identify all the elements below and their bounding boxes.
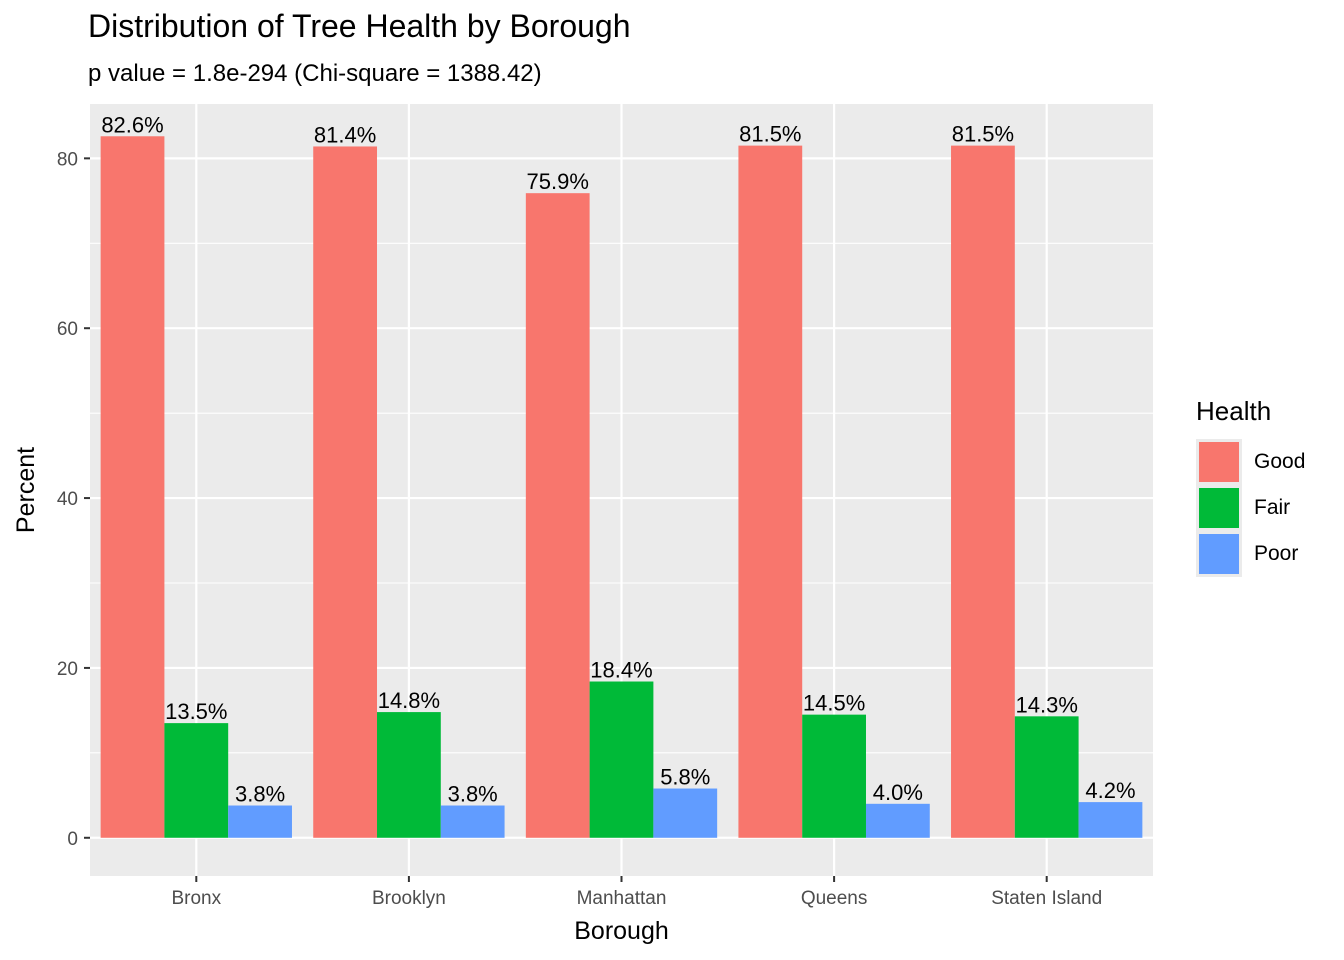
bar-fair-bronx bbox=[164, 723, 229, 838]
legend-key bbox=[1196, 439, 1242, 485]
data-label: 81.4% bbox=[314, 122, 376, 147]
data-label: 81.5% bbox=[952, 122, 1014, 147]
legend-swatch-good bbox=[1199, 442, 1239, 482]
bar-fair-queens bbox=[802, 714, 866, 838]
bar-poor-staten-island bbox=[1078, 802, 1143, 838]
legend-item-fair: Fair bbox=[1196, 485, 1305, 531]
data-label: 4.0% bbox=[873, 780, 923, 805]
legend-item-poor: Poor bbox=[1196, 531, 1305, 577]
bar-poor-brooklyn bbox=[440, 805, 505, 838]
y-tick-label: 40 bbox=[57, 489, 78, 510]
bar-fair-staten-island bbox=[1014, 716, 1079, 838]
data-label: 3.8% bbox=[448, 782, 498, 807]
legend-title: Health bbox=[1196, 396, 1272, 426]
data-label: 18.4% bbox=[590, 658, 652, 683]
data-label: 82.6% bbox=[101, 112, 163, 137]
x-tick-label: Staten Island bbox=[991, 888, 1102, 909]
legend-label-good: Good bbox=[1254, 450, 1306, 473]
bar-good-staten-island bbox=[951, 145, 1015, 838]
bar-fair-brooklyn bbox=[377, 712, 441, 838]
x-tick-label: Bronx bbox=[171, 888, 221, 909]
y-tick-label: 0 bbox=[67, 829, 78, 850]
legend: Health Good Fair Poor bbox=[1196, 396, 1305, 577]
bar-good-brooklyn bbox=[313, 146, 378, 838]
data-label: 14.8% bbox=[378, 688, 440, 713]
data-label: 14.3% bbox=[1016, 692, 1078, 717]
legend-label-fair: Fair bbox=[1254, 496, 1291, 519]
bar-good-queens bbox=[738, 145, 803, 838]
bar-fair-manhattan bbox=[589, 681, 654, 838]
data-label: 13.5% bbox=[165, 699, 227, 724]
data-label: 5.8% bbox=[660, 765, 710, 790]
y-tick-label: 20 bbox=[57, 659, 78, 680]
legend-key bbox=[1196, 531, 1242, 577]
bar-good-bronx bbox=[100, 136, 165, 838]
y-axis-title: Percent bbox=[12, 447, 40, 533]
x-tick-label: Queens bbox=[801, 888, 868, 909]
x-tick-label: Brooklyn bbox=[372, 888, 446, 909]
chart-subtitle: p value = 1.8e-294 (Chi-square = 1388.42… bbox=[88, 60, 542, 87]
x-tick-label: Manhattan bbox=[577, 888, 667, 909]
legend-swatch-fair bbox=[1199, 488, 1239, 528]
data-label: 81.5% bbox=[739, 122, 801, 147]
bar-poor-queens bbox=[865, 803, 930, 838]
x-axis-title: Borough bbox=[574, 917, 669, 945]
data-label: 14.5% bbox=[803, 691, 865, 716]
legend-swatch-poor bbox=[1199, 534, 1239, 574]
legend-item-good: Good bbox=[1196, 439, 1305, 485]
data-label: 4.2% bbox=[1085, 778, 1135, 803]
data-label: 3.8% bbox=[235, 782, 285, 807]
chart-title: Distribution of Tree Health by Borough bbox=[88, 8, 631, 44]
data-label: 75.9% bbox=[527, 169, 589, 194]
y-tick-label: 80 bbox=[57, 149, 78, 170]
bar-poor-manhattan bbox=[653, 788, 718, 838]
legend-key bbox=[1196, 485, 1242, 531]
bar-poor-bronx bbox=[228, 805, 292, 838]
bar-good-manhattan bbox=[525, 193, 590, 838]
legend-label-poor: Poor bbox=[1254, 542, 1299, 565]
y-tick-label: 60 bbox=[57, 319, 78, 340]
